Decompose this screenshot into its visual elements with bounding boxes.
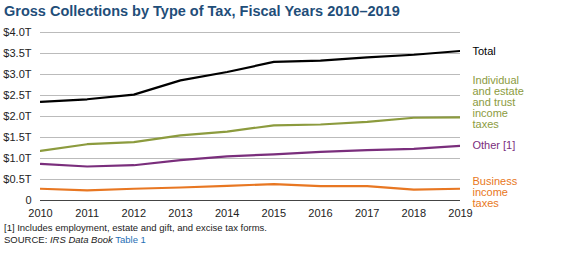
svg-text:0: 0 xyxy=(25,194,31,206)
svg-text:2016: 2016 xyxy=(308,207,332,219)
svg-text:2013: 2013 xyxy=(168,207,192,219)
svg-text:2019: 2019 xyxy=(448,207,472,219)
html-text:[1] Includes employment, estat: [1] Includes employment, estate and gift… xyxy=(4,222,267,233)
svg-text:$0.5T: $0.5T xyxy=(3,173,31,185)
svg-text:2014: 2014 xyxy=(215,207,239,219)
svg-text:$2.0T: $2.0T xyxy=(3,110,31,122)
svg-text:Total: Total xyxy=(473,45,496,57)
svg-text:2015: 2015 xyxy=(262,207,286,219)
svg-text:2018: 2018 xyxy=(402,207,426,219)
svg-text:2017: 2017 xyxy=(355,207,379,219)
svg-text:2012: 2012 xyxy=(122,207,146,219)
svg-text:Other [1]: Other [1] xyxy=(473,139,516,151)
svg-text:Businessincometaxes: Businessincometaxes xyxy=(473,175,518,209)
svg-text:$3.5T: $3.5T xyxy=(3,47,31,59)
html-text:Gross Collections by Type of T: Gross Collections by Type of Tax, Fiscal… xyxy=(4,3,400,19)
svg-text:Individualand estateand trusti: Individualand estateand trustincometaxes xyxy=(473,74,524,130)
svg-text:$1.5T: $1.5T xyxy=(3,131,31,143)
svg-text:$4.0T: $4.0T xyxy=(3,26,31,38)
svg-text:$2.5T: $2.5T xyxy=(3,89,31,101)
svg-text:$1.0T: $1.0T xyxy=(3,152,31,164)
html-text:SOURCE: IRS Data Book Table 1: SOURCE: IRS Data Book Table 1 xyxy=(4,234,146,245)
svg-text:2010: 2010 xyxy=(28,207,52,219)
svg-text:2011: 2011 xyxy=(75,207,99,219)
svg-text:$3.0T: $3.0T xyxy=(3,68,31,80)
